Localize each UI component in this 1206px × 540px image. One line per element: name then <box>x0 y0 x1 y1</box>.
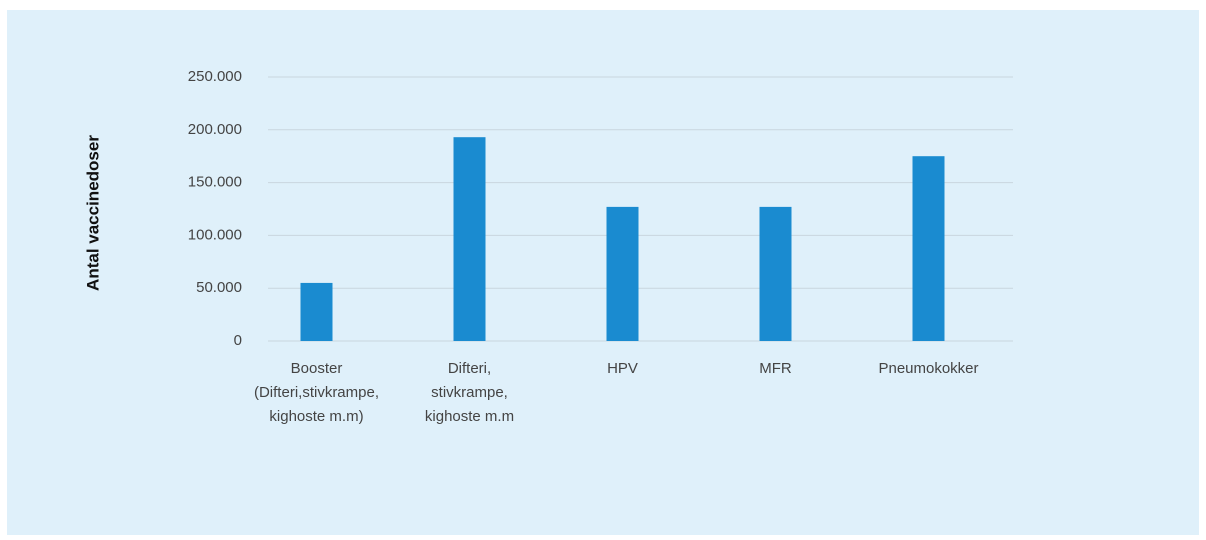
y-tick-label: 200.000 <box>188 121 242 138</box>
x-tick-label: Booster (Difteri,stivkrampe, kighoste m.m) <box>254 360 379 425</box>
x-tick-label: Pneumokokker <box>878 360 978 377</box>
y-tick-label: 100.000 <box>188 226 242 243</box>
panel <box>7 10 1199 535</box>
y-axis-label: Antal vaccinedoser <box>83 135 102 291</box>
x-tick-label: MFR <box>759 360 792 377</box>
y-tick-label: 150.000 <box>188 174 242 191</box>
y-tick-label: 250.000 <box>188 68 242 85</box>
y-tick-label: 50.000 <box>196 279 242 296</box>
bar <box>759 206 792 341</box>
y-tick-label: 0 <box>234 332 242 349</box>
x-tick-label: HPV <box>607 360 638 377</box>
bar <box>606 206 639 341</box>
x-tick-label: Difteri, stivkrampe, kighoste m.m <box>425 360 514 425</box>
bar <box>300 282 333 341</box>
bar <box>453 137 486 341</box>
bar <box>912 156 945 341</box>
